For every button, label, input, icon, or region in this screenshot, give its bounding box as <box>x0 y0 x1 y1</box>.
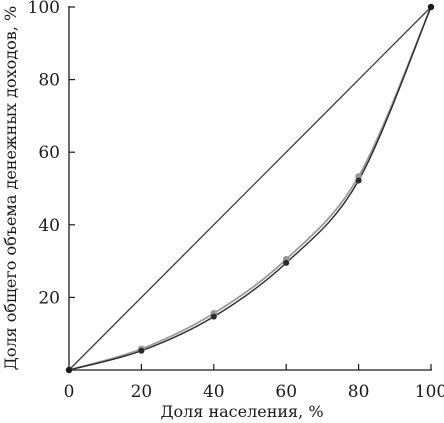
y-tick-label: 100 <box>28 0 60 18</box>
y-axis-title: Доля общего объема денежных доходов, % <box>1 6 20 370</box>
x-tick-label: 100 <box>415 382 444 402</box>
end-point <box>427 3 435 11</box>
axis-ticks: 0 20 40 60 80 100 20 40 60 80 100 <box>28 0 444 402</box>
y-tick-label: 60 <box>38 143 60 163</box>
y-tick-label: 20 <box>38 288 60 308</box>
y-tick-label: 80 <box>38 71 60 91</box>
chart-points <box>65 3 435 374</box>
x-tick-label: 0 <box>64 382 75 402</box>
lorenz-curve-dark-point <box>283 259 290 266</box>
x-tick-label: 40 <box>203 382 225 402</box>
x-tick-label: 60 <box>275 382 297 402</box>
lorenz-curve-dark-point <box>138 347 145 354</box>
chart-axes <box>68 6 432 371</box>
x-tick-label: 80 <box>348 382 370 402</box>
x-axis-title: Доля населения, % <box>160 402 323 421</box>
lorenz-curve-dark-point <box>210 313 217 320</box>
origin-point <box>65 366 73 374</box>
lorenz-curve-dark-point <box>355 177 362 184</box>
chart-series <box>68 6 432 371</box>
equality-line <box>68 6 432 371</box>
x-tick-label: 20 <box>131 382 153 402</box>
y-tick-label: 40 <box>38 216 60 236</box>
